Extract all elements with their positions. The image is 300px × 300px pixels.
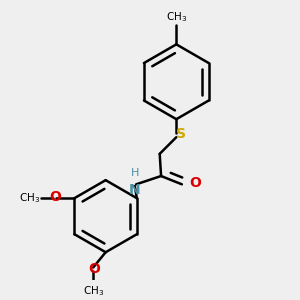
Text: O: O [49, 190, 61, 204]
Text: O: O [88, 262, 100, 276]
Text: H: H [130, 168, 139, 178]
Text: CH$_3$: CH$_3$ [19, 191, 40, 205]
Text: S: S [176, 128, 186, 141]
Text: CH$_3$: CH$_3$ [166, 10, 187, 24]
Text: CH$_3$: CH$_3$ [82, 284, 104, 298]
Text: O: O [189, 176, 201, 190]
Text: N: N [129, 183, 141, 197]
